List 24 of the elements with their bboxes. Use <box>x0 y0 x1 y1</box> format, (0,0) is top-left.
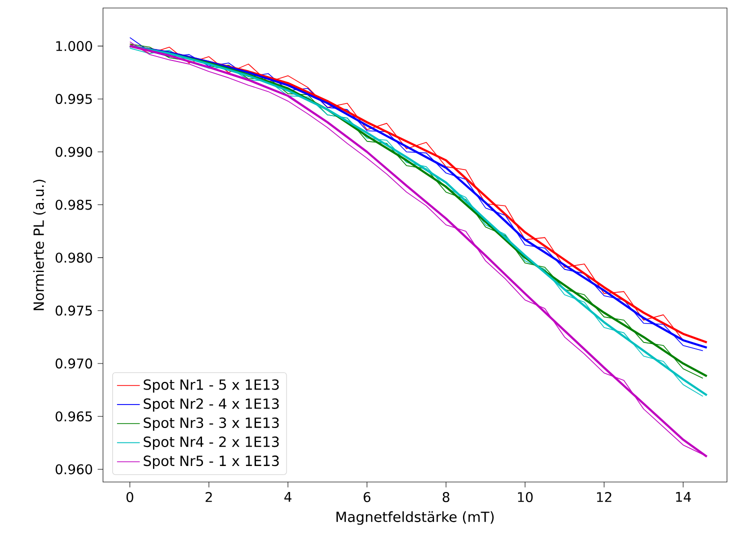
legend-label: Spot Nr4 - 2 x 1E13 <box>144 436 279 450</box>
legend-label: Spot Nr2 - 4 x 1E13 <box>144 398 279 412</box>
x-tick-label: 4 <box>284 492 292 502</box>
x-tick-label: 10 <box>518 492 533 502</box>
x-tick-label: 0 <box>126 492 134 502</box>
y-tick-label: 0.990 <box>56 146 92 157</box>
y-tick-label: 0.980 <box>56 252 92 263</box>
legend-label: Spot Nr3 - 3 x 1E13 <box>144 417 279 431</box>
y-axis-title: Normierte PL (a.u.) <box>33 180 46 310</box>
legend-label: Spot Nr1 - 5 x 1E13 <box>144 379 279 393</box>
y-tick-label: 0.985 <box>56 200 92 210</box>
x-axis-title: Magnetfeldstärke (mT) <box>336 511 494 525</box>
y-tick-label: 0.995 <box>56 94 92 104</box>
x-tick-label: 14 <box>676 492 691 502</box>
y-tick-label: 0.975 <box>56 306 92 316</box>
y-tick-label: 0.970 <box>56 358 92 369</box>
y-tick-label: 0.965 <box>56 411 92 422</box>
x-tick-label: 6 <box>364 492 370 502</box>
y-tick-label: 0.960 <box>56 464 92 474</box>
x-tick-label: 12 <box>597 492 612 502</box>
x-tick-label: 8 <box>442 492 450 502</box>
y-tick-label: 1.000 <box>56 41 92 52</box>
legend-label: Spot Nr5 - 1 x 1E13 <box>144 456 279 469</box>
x-tick-label: 2 <box>206 492 212 502</box>
